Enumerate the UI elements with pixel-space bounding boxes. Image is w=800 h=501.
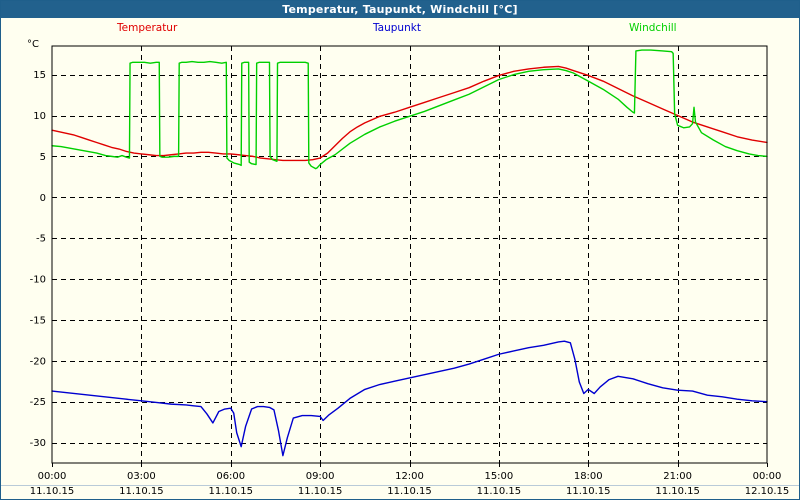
legend-item-windchill: Windchill (629, 22, 677, 34)
x-tick-date: 11.10.15 (387, 486, 432, 497)
x-tick-time: 00:00 (38, 471, 67, 482)
window-title: Temperatur, Taupunkt, Windchill [°C] (282, 3, 518, 16)
series-line-windchill (51, 49, 768, 170)
y-tick-label: 15 (33, 70, 46, 81)
y-tick-label: -20 (30, 356, 46, 367)
x-tick-date: 11.10.15 (655, 486, 700, 497)
series-line-taupunkt (51, 340, 768, 457)
x-tick-time: 00:00 (753, 471, 782, 482)
y-tick-label: -10 (30, 275, 46, 286)
x-tick-time: 18:00 (574, 471, 603, 482)
chart-legend: Temperatur Taupunkt Windchill (1, 19, 799, 39)
y-axis-tick-labels: 15 10 5 0 -5 -10 -15 -20 -25 -30 (30, 70, 56, 449)
y-tick-label: -25 (30, 397, 46, 408)
y-tick-label: -5 (36, 234, 46, 245)
series-line-temperatur (51, 65, 768, 162)
x-tick-date: 11.10.15 (208, 486, 253, 497)
y-tick-label: 10 (33, 111, 46, 122)
x-axis-tick-labels: 00:00 11.10.15 03:00 11.10.15 06:00 11.10.15 0… (30, 471, 790, 497)
x-tick-time: 21:00 (663, 471, 692, 482)
plot-background (52, 46, 767, 463)
x-axis-tick-marks (52, 463, 768, 467)
x-tick-time: 06:00 (216, 471, 245, 482)
x-tick-time: 15:00 (484, 471, 513, 482)
window-title-bar: Temperatur, Taupunkt, Windchill [°C] (1, 1, 799, 18)
x-tick-date: 11.10.15 (119, 486, 164, 497)
y-tick-label: 5 (40, 152, 46, 163)
x-tick-time: 09:00 (306, 471, 335, 482)
footer-divider (1, 485, 799, 486)
legend-item-temperatur: Temperatur (117, 22, 178, 34)
x-tick-date: 11.10.15 (566, 486, 611, 497)
x-tick-time: 03:00 (127, 471, 156, 482)
x-tick-time: 12:00 (395, 471, 424, 482)
x-tick-date: 11.10.15 (30, 486, 75, 497)
y-axis-unit-label: °C (27, 39, 39, 50)
y-tick-label: 0 (40, 193, 46, 204)
x-tick-date: 11.10.15 (477, 486, 522, 497)
x-tick-date: 12.10.15 (745, 486, 790, 497)
x-tick-date: 11.10.15 (298, 486, 343, 497)
y-tick-label: -15 (30, 315, 46, 326)
legend-item-taupunkt: Taupunkt (373, 22, 421, 34)
y-tick-label: -30 (30, 438, 46, 449)
data-series-layer (51, 49, 768, 457)
plot-frame (51, 45, 768, 464)
